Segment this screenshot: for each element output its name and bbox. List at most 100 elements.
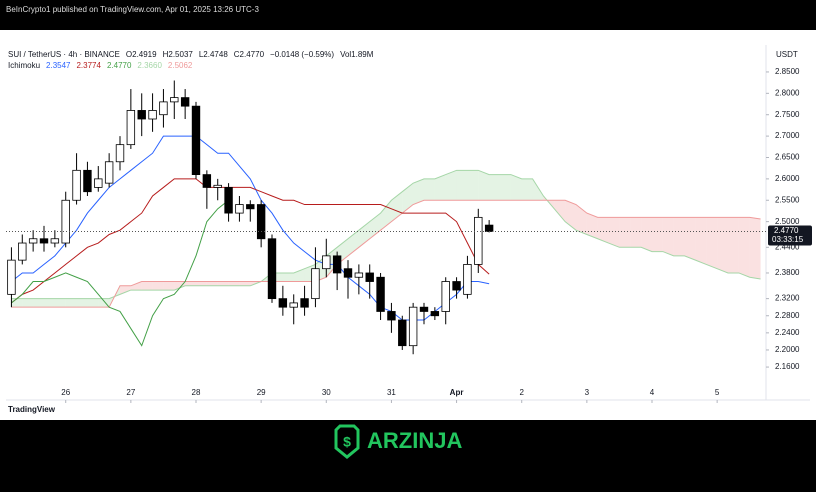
- y-tick-label: 2.2000: [775, 345, 800, 354]
- y-tick-label: 2.2800: [775, 311, 800, 320]
- cloud: [22, 298, 34, 308]
- cloud: [434, 174, 446, 201]
- cloud: [413, 178, 424, 205]
- x-tick-label: 28: [192, 388, 201, 397]
- candle-body: [408, 306, 418, 347]
- top-bar: [0, 0, 816, 30]
- candle-body: [343, 268, 353, 278]
- cloud: [282, 272, 294, 282]
- candle-body: [224, 187, 233, 214]
- cloud: [445, 170, 457, 201]
- x-tick-label: 30: [322, 388, 331, 397]
- cloud: [717, 217, 728, 273]
- candle-body: [256, 204, 266, 240]
- candle-body: [484, 224, 494, 232]
- candle-body: [430, 311, 440, 317]
- legend-text: −0.0148 (−0.59%): [270, 50, 334, 59]
- cloud: [630, 217, 642, 248]
- candle-body: [332, 255, 342, 274]
- legend-text: 2.4770: [107, 61, 132, 70]
- price-box: [768, 225, 812, 246]
- cloud: [478, 170, 490, 201]
- candle-body: [50, 238, 60, 244]
- cloud: [120, 285, 131, 295]
- cloud: [76, 298, 88, 308]
- countdown: 03:33:15: [772, 235, 804, 244]
- y-tick-label: 2.3800: [775, 268, 800, 277]
- y-tick-label: 2.5000: [775, 217, 800, 226]
- cloud: [641, 217, 652, 252]
- span-b: [11, 199, 761, 308]
- cloud: [608, 217, 620, 248]
- cloud: [586, 213, 598, 239]
- x-tick-label: 2: [519, 388, 524, 397]
- cloud: [391, 191, 403, 222]
- cloud: [738, 217, 750, 278]
- legend-text: 2.3547: [46, 61, 71, 70]
- candle-body: [452, 281, 461, 291]
- x-tick-label: Apr: [450, 388, 464, 397]
- ichimoku-line: [11, 199, 229, 347]
- legend-text: SUI / TetherUS · 4h · BINANCE: [8, 50, 120, 59]
- candle-body: [104, 161, 114, 184]
- candle-body: [115, 144, 125, 163]
- cloud: [619, 217, 631, 248]
- candle-body: [72, 169, 81, 201]
- y-tick-label: 2.3200: [775, 294, 800, 303]
- panel: [0, 0, 816, 420]
- candle-body: [28, 238, 38, 244]
- candle-body: [354, 272, 364, 278]
- candle-body: [170, 97, 179, 103]
- currency: USDT: [776, 50, 798, 59]
- candle-body: [365, 272, 374, 282]
- cloud: [662, 217, 674, 256]
- cloud: [673, 217, 685, 256]
- legend-text: 2.3660: [137, 61, 162, 70]
- candle-body: [180, 97, 190, 107]
- cloud: [141, 281, 153, 291]
- cloud: [33, 298, 44, 308]
- y-tick-label: 2.4400: [775, 242, 800, 251]
- candle-body: [94, 178, 103, 188]
- y-tick-label: 2.8000: [775, 88, 800, 97]
- y-tick-label: 2.1600: [775, 362, 800, 371]
- candle-body: [39, 238, 49, 244]
- x-tick-label: 31: [387, 388, 396, 397]
- y-tick-label: 2.6500: [775, 153, 800, 162]
- cloud: [467, 170, 479, 201]
- cloud: [239, 281, 251, 286]
- legend-text: Ichimoku: [8, 61, 40, 70]
- last-price-label: 2.4770: [774, 226, 799, 235]
- legend-text: L2.4748: [199, 50, 228, 59]
- candle-body: [137, 110, 146, 120]
- cloud: [163, 281, 175, 291]
- x-tick-label: 3: [585, 388, 590, 397]
- cloud: [500, 174, 511, 201]
- candle-body: [419, 306, 429, 312]
- legend-text: Vol1.89M: [340, 50, 374, 59]
- cloud: [65, 298, 77, 308]
- candle-body: [387, 311, 396, 321]
- candle-body: [126, 110, 136, 146]
- cloud: [576, 204, 587, 235]
- cloud: [489, 174, 500, 201]
- cloud: [174, 281, 186, 291]
- candle-body: [398, 319, 407, 347]
- y-tick-label: 2.7500: [775, 110, 800, 119]
- candle-body: [311, 268, 320, 300]
- cloud: [228, 281, 240, 286]
- y-tick-label: 2.2400: [775, 328, 800, 337]
- candle-body: [441, 281, 450, 312]
- candle-body: [474, 216, 483, 265]
- published: BeInCrypto1 published on TradingView.com…: [6, 5, 259, 14]
- cloud: [326, 247, 338, 278]
- candle-body: [463, 264, 472, 295]
- cloud: [11, 298, 23, 308]
- candle-body: [235, 204, 244, 214]
- cloud: [728, 217, 739, 273]
- cloud: [206, 281, 218, 286]
- x-tick-label: 4: [650, 388, 655, 397]
- cloud: [98, 298, 110, 308]
- candle-body: [246, 204, 255, 210]
